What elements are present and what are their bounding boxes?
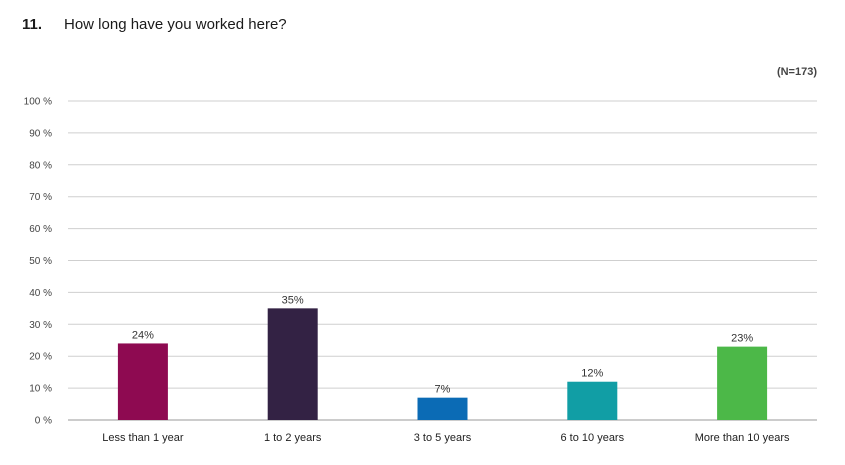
y-tick-label: 90 % [29,128,52,139]
y-tick-label: 100 % [24,97,52,108]
y-tick-label: 40 % [29,288,52,299]
y-tick-label: 0 % [35,416,52,427]
data-label: 24% [132,329,154,341]
y-tick-label: 70 % [29,192,52,203]
x-tick-label: Less than 1 year [102,432,184,444]
bar [267,308,318,420]
x-tick-label: More than 10 years [695,432,790,444]
y-tick-label: 10 % [29,384,52,395]
y-tick-label: 30 % [29,320,52,331]
data-label: 7% [435,384,451,396]
question-number: 11. [22,16,43,33]
y-tick-label: 50 % [29,256,52,267]
data-label: 23% [731,333,753,345]
y-tick-label: 20 % [29,352,52,363]
bar [717,346,768,420]
x-tick-label: 6 to 10 years [561,432,625,444]
data-label: 12% [581,368,603,380]
y-tick-label: 80 % [29,160,52,171]
y-tick-label: 60 % [29,224,52,235]
x-tick-label: 3 to 5 years [414,432,472,444]
x-tick-label: 1 to 2 years [264,432,322,444]
data-label: 35% [282,294,304,306]
bar [117,343,168,420]
question-text: How long have you worked here? [64,16,287,33]
bar [567,381,618,420]
sample-size-label: (N=173) [776,66,817,78]
bar [417,397,468,420]
